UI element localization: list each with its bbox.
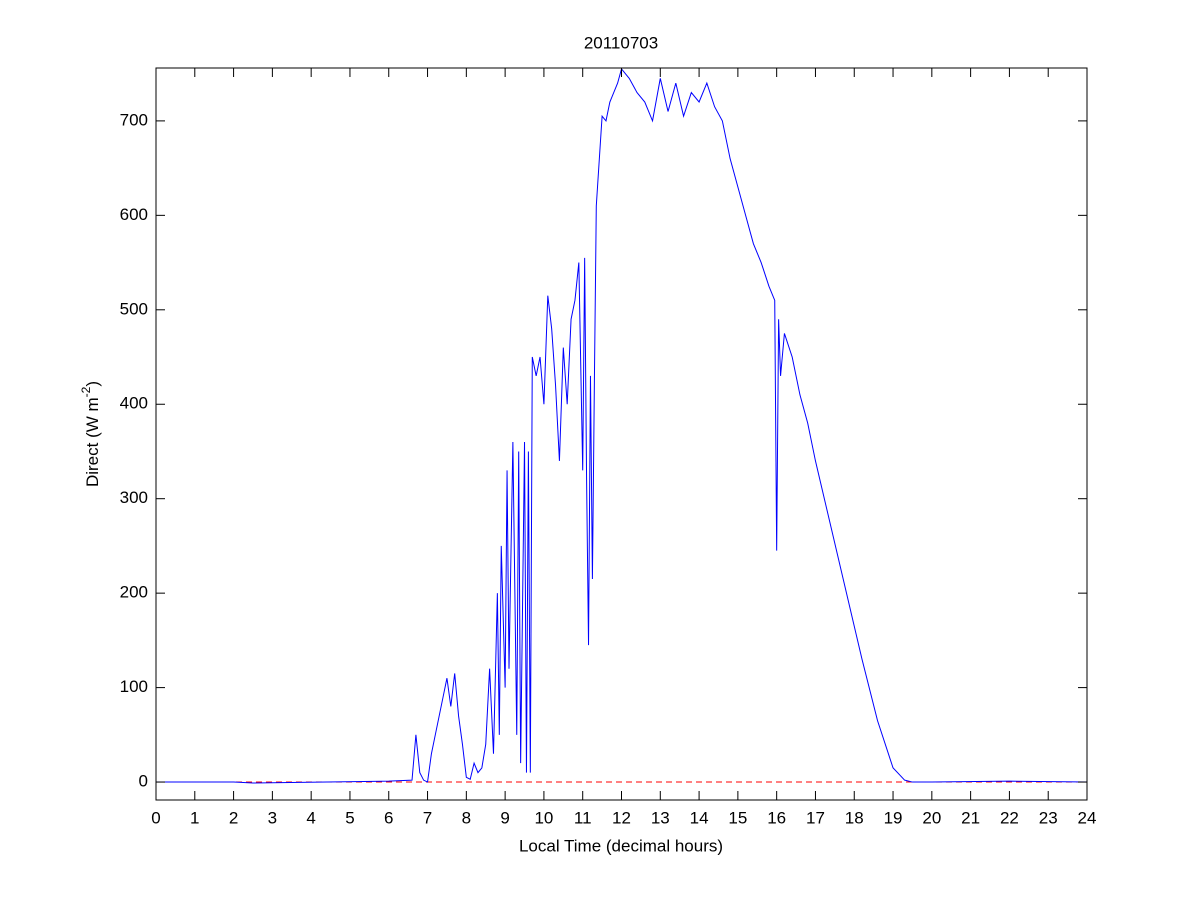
data-line (156, 67, 1088, 784)
chart-title: 20110703 (584, 33, 658, 52)
x-tick-label: 6 (384, 808, 393, 827)
x-tick-label: 3 (268, 808, 277, 827)
y-tick-label: 700 (120, 110, 148, 129)
x-tick-label: 10 (534, 808, 553, 827)
y-tick-label: 400 (120, 394, 148, 413)
x-tick-label: 13 (651, 808, 670, 827)
x-tick-label: 12 (612, 808, 631, 827)
x-tick-label: 9 (500, 808, 509, 827)
x-tick-label: 17 (806, 808, 825, 827)
y-tick-label: 600 (120, 205, 148, 224)
x-tick-label: 21 (961, 808, 980, 827)
x-tick-label: 4 (306, 808, 315, 827)
x-tick-label: 16 (767, 808, 786, 827)
y-tick-label: 0 (139, 772, 148, 791)
y-tick-label: 100 (120, 677, 148, 696)
x-tick-label: 19 (884, 808, 903, 827)
x-tick-label: 2 (229, 808, 238, 827)
plot-frame (155, 67, 1088, 801)
y-axis-label: Direct (W m-2) (79, 381, 102, 487)
x-tick-label: 24 (1078, 808, 1097, 827)
y-tick-label: 500 (120, 299, 148, 318)
x-tick-label: 7 (423, 808, 432, 827)
x-tick-label: 5 (345, 808, 354, 827)
x-tick-label: 8 (462, 808, 471, 827)
y-tick-label: 300 (120, 488, 148, 507)
x-tick-label: 1 (190, 808, 199, 827)
x-tick-label: 15 (728, 808, 747, 827)
y-tick-label: 200 (120, 583, 148, 602)
x-tick-label: 11 (574, 808, 592, 827)
x-tick-label: 14 (690, 808, 709, 827)
x-tick-label: 22 (1000, 808, 1019, 827)
x-tick-label: 20 (922, 808, 941, 827)
x-tick-label: 18 (845, 808, 864, 827)
x-tick-label: 0 (151, 808, 160, 827)
x-axis-label: Local Time (decimal hours) (519, 836, 723, 855)
x-tick-label: 23 (1039, 808, 1058, 827)
